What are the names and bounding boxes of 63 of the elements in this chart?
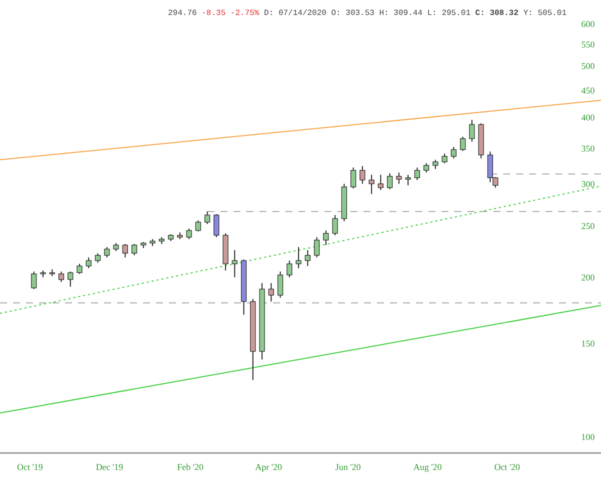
x-tick-label: Aug '20 <box>413 462 442 472</box>
candlestick <box>432 159 438 170</box>
candlestick <box>122 244 128 258</box>
candlestick <box>442 153 448 164</box>
candlestick <box>31 271 37 290</box>
candlestick <box>268 282 274 302</box>
candlestick <box>94 252 101 264</box>
annotation: L: 295.01 <box>422 9 471 18</box>
y-tick-label: 200 <box>581 272 596 282</box>
x-tick-label: Apr '20 <box>255 462 282 472</box>
x-tick-label: Oct '20 <box>494 462 521 472</box>
candlestick <box>460 136 466 152</box>
candlestick <box>450 146 456 159</box>
candlestick <box>378 174 384 191</box>
candlestick <box>350 167 356 189</box>
annotation: D: 07/14/2020 <box>259 9 327 18</box>
candlestick <box>304 250 310 267</box>
candlestick <box>277 271 284 298</box>
candlestick <box>104 246 110 258</box>
y-tick-label: 500 <box>581 61 596 72</box>
x-tick-label: Oct '19 <box>17 462 44 472</box>
y-tick-label: 150 <box>581 338 596 349</box>
y-tick-label: 450 <box>581 86 596 96</box>
candlestick <box>332 214 338 236</box>
x-tick-label: Jun '20 <box>335 462 362 472</box>
y-tick-label: 550 <box>581 39 596 50</box>
candlestick <box>296 246 302 269</box>
y-tick-label: 350 <box>581 143 596 154</box>
y-tick-label: 300 <box>581 178 596 189</box>
candlestick <box>68 271 74 288</box>
candlestick <box>131 244 138 256</box>
candlestick <box>286 260 292 278</box>
candlestick <box>469 119 475 142</box>
candlestick <box>58 271 64 282</box>
annotation: -2.75% <box>226 9 260 18</box>
candlestick <box>214 214 220 238</box>
candlestick <box>186 228 192 240</box>
candlestick <box>387 172 393 190</box>
y-tick-label: 100 <box>581 432 596 442</box>
annotation: H: 309.44 <box>374 9 423 18</box>
candlestick <box>424 162 430 174</box>
candlestick <box>414 167 420 180</box>
candlestick <box>314 236 320 258</box>
annotation: Y: 505.01 <box>518 9 567 18</box>
candlestick <box>232 250 238 278</box>
candlestick <box>323 230 329 246</box>
candlestick <box>204 211 210 224</box>
annotation: -8.35 <box>196 9 226 18</box>
y-tick-label: 250 <box>581 220 596 231</box>
candlestick <box>195 220 201 232</box>
candlestick <box>368 174 374 195</box>
y-tick-label: 400 <box>581 112 596 123</box>
x-tick-label: Feb '20 <box>177 462 204 472</box>
x-tick-label: Dec '19 <box>96 462 124 472</box>
annotation: 294.76 <box>168 9 198 18</box>
candlestick <box>86 256 92 269</box>
candlestick <box>396 172 402 184</box>
y-tick-label: 600 <box>581 19 596 30</box>
annotation: O: 303.53 <box>326 9 375 18</box>
candlestick <box>76 263 82 274</box>
candlestick <box>360 166 366 184</box>
candlestick <box>405 174 411 186</box>
annotation: C: 308.32 <box>470 9 519 18</box>
